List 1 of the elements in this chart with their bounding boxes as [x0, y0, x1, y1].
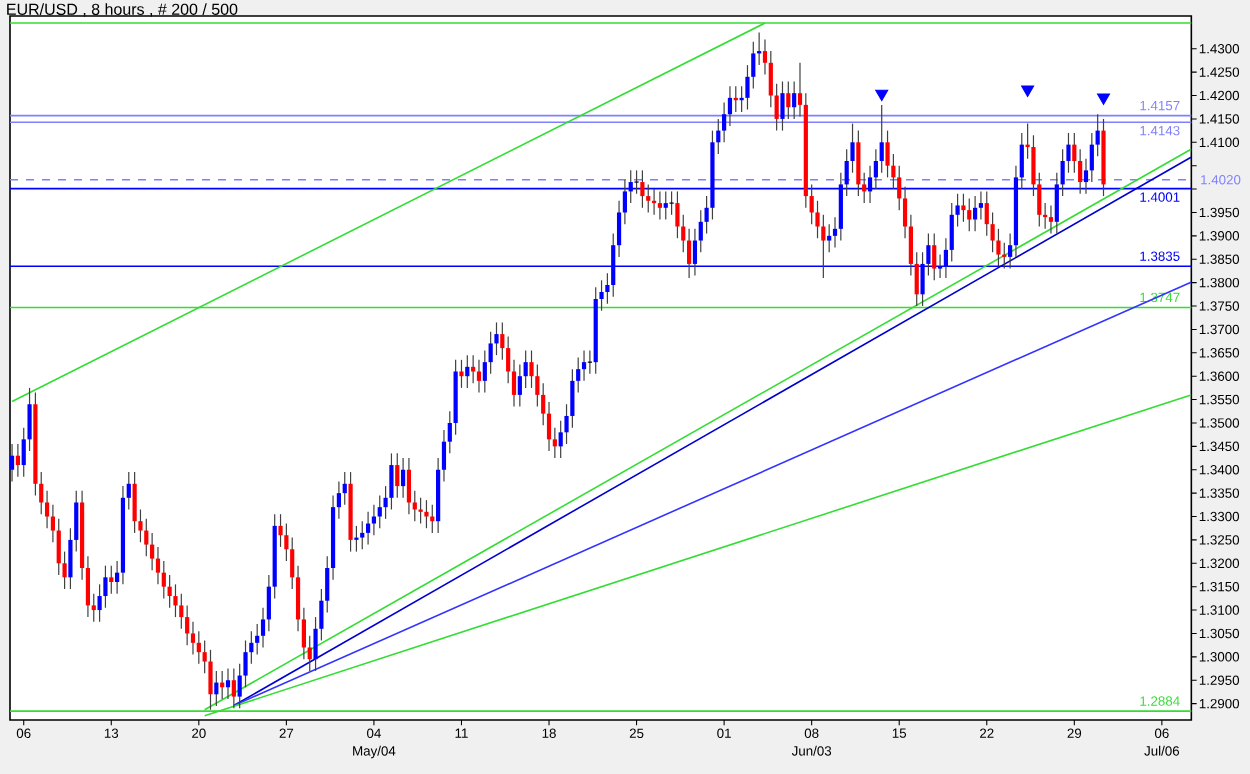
- chart-title: EUR/USD , 8 hours , # 200 / 500: [7, 3, 238, 17]
